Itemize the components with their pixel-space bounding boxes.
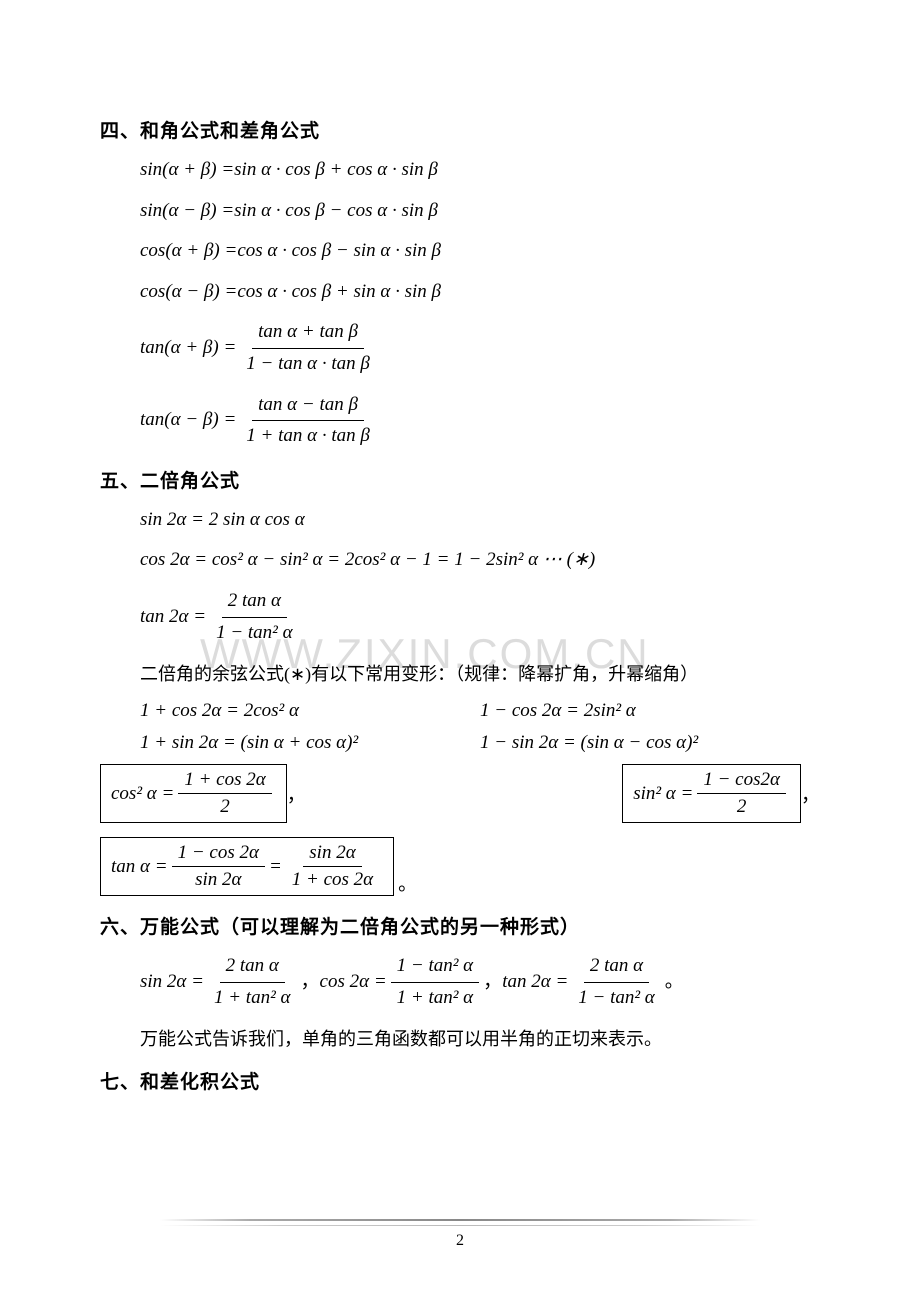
numerator: 2 tan α [584,953,649,983]
fraction: 1 + cos 2α 2 [178,769,271,818]
page-content: 四、和角公式和差角公式 sin(α + β) = sin α · cos β +… [100,116,820,1094]
tan2a-lhs: tan 2α = [502,969,568,996]
footer-rule-1 [160,1219,760,1221]
denominator: 1 − tan² α [572,983,661,1012]
denominator: 1 + tan² α [391,983,480,1012]
denominator: sin 2α [189,867,247,891]
lhs: cos² α = [111,783,174,805]
numerator: 2 tan α [222,588,287,618]
universal-formulas: sin 2α = 2 tan α 1 + tan² α ， cos 2α = 1… [140,953,820,1011]
formula-sin2a: sin 2α = 2 sin α cos α [140,507,820,534]
fraction: 1 − cos 2α sin 2α [172,842,265,891]
fraction: tan α + tan β 1 − tan α · tan β [240,319,376,377]
denominator: 1 + tan² α [208,983,297,1012]
rhs: sin α · cos β + cos α · sin β [234,157,438,184]
box-sin2: sin² α = 1 − cos2α 2 [622,764,801,823]
comma: ， [301,969,320,996]
lhs: sin(α − β) = [140,198,234,225]
numerator: 1 − tan² α [391,953,480,983]
fraction: 2 tan α 1 − tan² α [210,588,299,646]
section-5-note: 二倍角的余弦公式(∗)有以下常用变形：（规律：降幂扩角，升幂缩角） [140,660,820,686]
denominator: 1 − tan α · tan β [240,349,376,378]
variation-row-1: 1 + cos 2α = 2cos² α 1 − cos 2α = 2sin² … [140,700,820,722]
fraction: 2 tan α 1 − tan² α [572,953,661,1011]
var-2-left: 1 + sin 2α = (sin α + cos α)² [140,732,480,754]
lhs: tan α = [111,856,168,878]
var-2-right: 1 − sin 2α = (sin α − cos α)² [480,732,820,754]
section-6-heading: 六、万能公式（可以理解为二倍角公式的另一种形式） [100,912,820,939]
section-5-formulas: sin 2α = 2 sin α cos α cos 2α = cos² α −… [140,507,820,646]
section-6-note: 万能公式告诉我们，单角的三角函数都可以用半角的正切来表示。 [140,1025,820,1051]
lhs: sin(α + β) = [140,157,234,184]
comma: ， [801,780,820,807]
numerator: 1 − cos2α [697,769,786,794]
fraction: 2 tan α 1 + tan² α [208,953,297,1011]
footer-rule-2 [160,1225,760,1226]
formula-cos2a: cos 2α = cos² α − sin² α = 2cos² α − 1 =… [140,547,820,574]
denominator: 1 + cos 2α [286,867,379,891]
var-1-right: 1 − cos 2α = 2sin² α [480,700,820,722]
fraction: sin 2α 1 + cos 2α [286,842,379,891]
box-tan: tan α = 1 − cos 2α sin 2α = sin 2α 1 + c… [100,837,394,896]
numerator: 1 − cos 2α [172,842,265,867]
lhs: tan 2α = [140,604,206,631]
boxed-row-1: cos² α = 1 + cos 2α 2 ， sin² α = 1 − cos… [100,764,820,823]
rhs: cos α · cos β − sin α · sin β [237,238,441,265]
formula-sin-sum: sin(α + β) = sin α · cos β + cos α · sin… [140,157,820,184]
numerator: 1 + cos 2α [178,769,271,794]
period: 。 [665,969,684,996]
formula-tan-diff: tan(α − β) = tan α − tan β 1 + tan α · t… [140,392,820,450]
formula-tan2a: tan 2α = 2 tan α 1 − tan² α [140,588,820,646]
denominator: 1 − tan² α [210,618,299,647]
formula-sin-diff: sin(α − β) = sin α · cos β − cos α · sin… [140,198,820,225]
denominator: 2 [731,794,753,818]
page-footer: 2 [0,1219,920,1250]
page-number: 2 [0,1232,920,1250]
section-5-heading: 五、二倍角公式 [100,466,820,493]
fraction: 1 − tan² α 1 + tan² α [391,953,480,1011]
denominator: 1 + tan α · tan β [240,421,376,450]
numerator: tan α − tan β [252,392,364,422]
denominator: 2 [214,794,236,818]
rhs: sin α · cos β − cos α · sin β [234,198,438,225]
cos2a-lhs: cos 2α = [320,969,387,996]
comma: ， [483,969,502,996]
sin2a-lhs: sin 2α = [140,969,204,996]
fraction: tan α − tan β 1 + tan α · tan β [240,392,376,450]
rhs: cos α · cos β + sin α · sin β [237,279,441,306]
comma: ， [287,780,306,807]
boxed-row-2: tan α = 1 − cos 2α sin 2α = sin 2α 1 + c… [100,837,820,896]
lhs: tan(α + β) = [140,335,236,362]
numerator: sin 2α [303,842,361,867]
section-4-formulas: sin(α + β) = sin α · cos β + cos α · sin… [140,157,820,450]
section-4-heading: 四、和角公式和差角公式 [100,116,820,143]
lhs: cos(α + β) = [140,238,237,265]
section-7-heading: 七、和差化积公式 [100,1067,820,1094]
lhs: sin² α = [633,783,693,805]
var-1-left: 1 + cos 2α = 2cos² α [140,700,480,722]
formula-tan-sum: tan(α + β) = tan α + tan β 1 − tan α · t… [140,319,820,377]
section-6-formulas: sin 2α = 2 tan α 1 + tan² α ， cos 2α = 1… [140,953,820,1011]
variation-row-2: 1 + sin 2α = (sin α + cos α)² 1 − sin 2α… [140,732,820,754]
numerator: tan α + tan β [252,319,364,349]
box-cos2: cos² α = 1 + cos 2α 2 [100,764,287,823]
period: 。 [398,869,417,896]
numerator: 2 tan α [220,953,285,983]
formula-cos-sum: cos(α + β) = cos α · cos β − sin α · sin… [140,238,820,265]
formula-cos-diff: cos(α − β) = cos α · cos β + sin α · sin… [140,279,820,306]
fraction: 1 − cos2α 2 [697,769,786,818]
eq: = [269,856,282,878]
lhs: cos(α − β) = [140,279,237,306]
lhs: tan(α − β) = [140,407,236,434]
